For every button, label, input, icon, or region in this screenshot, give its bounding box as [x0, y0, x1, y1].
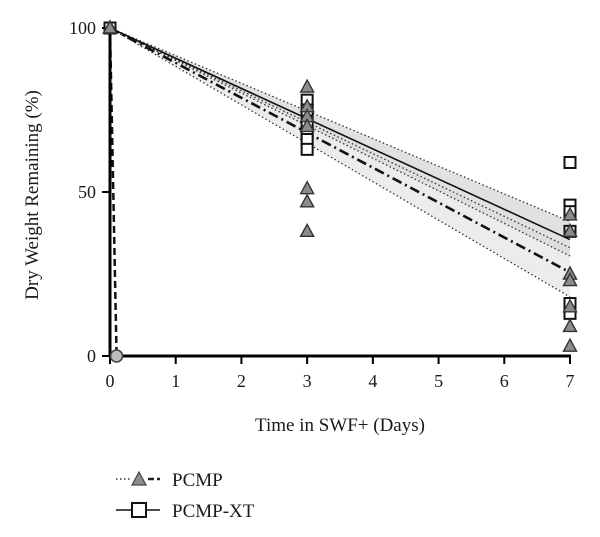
x-tick-label: 5 — [434, 371, 443, 391]
data-point-pcmp — [562, 318, 578, 333]
legend: PCMP PCMP-XT — [116, 470, 255, 522]
fit-line-pcmp — [109, 26, 571, 274]
x-tick-label: 2 — [237, 371, 246, 391]
data-point-pcmp — [102, 19, 118, 34]
y-tick-label: 100 — [69, 18, 96, 38]
data-points — [102, 19, 578, 363]
data-point-pcmp — [299, 117, 315, 133]
data-point-pcmp — [562, 272, 578, 287]
data-point-circle — [109, 349, 124, 363]
data-point-pcmp — [562, 222, 578, 238]
legend-entry-pcmp: PCMP — [116, 470, 223, 491]
y-axis-title: Dry Weight Remaining (%) — [22, 90, 43, 300]
y-tick-label: 0 — [87, 346, 96, 366]
legend-label-pcmp-xt: PCMP-XT — [172, 501, 255, 522]
legend-pcmp-xt-marker-square-icon — [131, 502, 147, 518]
data-point-pcmp-xt — [300, 142, 314, 156]
fit-line-pcmp-xt — [109, 27, 571, 241]
legend-label-pcmp: PCMP — [172, 470, 223, 491]
regression-lines — [108, 26, 571, 357]
ci-upper-line-pcmp — [109, 27, 571, 249]
x-tick-label: 0 — [106, 371, 115, 391]
data-point-pcmp — [299, 193, 315, 208]
data-point-pcmp — [562, 206, 578, 221]
ci-lower-line-pcmp — [109, 27, 571, 298]
data-point-pcmp — [562, 298, 578, 313]
axes — [108, 28, 571, 358]
data-point-pcmp — [562, 337, 578, 352]
y-tick-label: 50 — [78, 182, 96, 202]
data-point-pcmp — [299, 222, 315, 238]
x-tick-label: 3 — [303, 371, 312, 391]
data-point-pcmp-xt — [563, 155, 577, 169]
x-tick-label: 1 — [171, 371, 180, 391]
legend-pcmp-marker-triangle-icon — [130, 470, 148, 486]
x-axis-title: Time in SWF+ (Days) — [255, 415, 425, 436]
ci-lower-line-pcmp-xt — [109, 27, 571, 257]
x-tick-label: 7 — [566, 371, 575, 391]
x-tick-label: 4 — [368, 371, 377, 391]
x-tick-label: 6 — [500, 371, 509, 391]
data-point-pcmp — [299, 78, 315, 93]
data-point-pcmp — [299, 180, 315, 195]
legend-entry-pcmp-xt: PCMP-XT — [116, 501, 255, 522]
